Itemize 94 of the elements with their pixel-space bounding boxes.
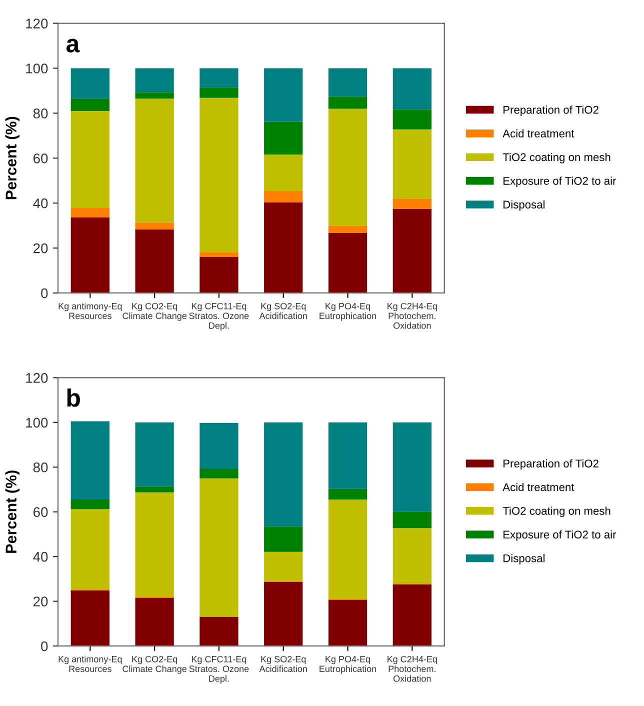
bar xyxy=(135,598,174,646)
legend-label: Exposure of TiO2 to air xyxy=(504,530,616,541)
bar xyxy=(328,96,368,109)
bar xyxy=(328,422,368,489)
bar xyxy=(328,226,368,233)
bar xyxy=(70,509,110,590)
bar xyxy=(200,422,238,468)
y-tick-label: 120 xyxy=(26,18,48,28)
bar xyxy=(135,68,174,92)
bar xyxy=(70,208,110,218)
x-tick-label: Kg CO2-Eq Climate Change xyxy=(122,656,187,674)
x-tick-label: Kg antimony-Eq Resources xyxy=(58,656,122,672)
x-tick-label: Kg CFC11-Eq Stratos. Ozone Depl. xyxy=(189,302,249,331)
bar xyxy=(200,252,238,258)
bar xyxy=(200,616,238,646)
x-tick-label: Kg SO2-Eq Acidification xyxy=(259,302,307,320)
annotation: a xyxy=(66,38,80,52)
bar xyxy=(392,109,432,130)
legend-label: Disposal xyxy=(504,554,544,564)
bar xyxy=(264,202,303,293)
y-tick-label: 60 xyxy=(33,507,48,518)
bar xyxy=(392,129,432,199)
legend-label: Preparation of TiO2 xyxy=(504,459,598,470)
bar xyxy=(328,68,368,96)
bar xyxy=(392,528,432,584)
y-tick-label: 100 xyxy=(26,64,48,74)
bar xyxy=(200,68,238,88)
bar xyxy=(328,108,368,226)
legend-label: Disposal xyxy=(504,200,544,211)
y-tick-label: 100 xyxy=(26,418,48,428)
bar xyxy=(392,68,432,110)
legend-label: Acid treatment xyxy=(502,482,574,492)
x-tick-label: Kg PO4-Eq Eutrophication xyxy=(320,302,376,321)
bar xyxy=(70,110,110,208)
bar xyxy=(135,229,174,293)
bar xyxy=(264,122,303,155)
bar xyxy=(264,582,303,646)
bar xyxy=(392,512,432,528)
bar xyxy=(328,488,368,500)
bar xyxy=(200,468,238,478)
bar xyxy=(70,421,110,500)
x-tick-label: Kg CFC11-Eq Stratos. Ozone Depl. xyxy=(189,656,249,684)
annotation: b xyxy=(67,388,80,407)
bar xyxy=(200,87,238,98)
x-tick-label: Kg antimony-Eq Resources xyxy=(58,302,122,320)
bar xyxy=(200,478,238,617)
bar xyxy=(135,222,174,230)
bar xyxy=(328,232,368,293)
y-tick-label: 0 xyxy=(41,641,48,652)
bar xyxy=(328,600,368,646)
y-tick-label: 40 xyxy=(33,198,48,208)
bar xyxy=(70,500,110,510)
y-tick-label: 60 xyxy=(33,153,48,164)
bar xyxy=(135,492,174,598)
bar xyxy=(135,98,174,222)
bar xyxy=(392,584,432,646)
bar xyxy=(135,422,174,487)
y-tick-label: 80 xyxy=(33,108,48,118)
bar xyxy=(264,154,303,191)
y-tick-label: 120 xyxy=(26,373,48,383)
x-tick-label: Kg PO4-Eq Eutrophication xyxy=(320,656,376,674)
x-tick-label: Kg C2H4-Eq Photochem. Oxidation xyxy=(388,302,437,329)
bar xyxy=(200,257,238,293)
bar xyxy=(135,486,174,492)
y-tick-label: 80 xyxy=(33,462,48,472)
y-tick-label: 0 xyxy=(41,288,48,298)
bar xyxy=(264,190,303,202)
y-tick-label: 40 xyxy=(33,552,48,562)
bar xyxy=(392,422,432,512)
x-tick-label: Kg CO2-Eq Climate Change xyxy=(122,302,187,321)
x-tick-label: Kg SO2-Eq Acidification xyxy=(259,656,307,672)
legend-label: Preparation of TiO2 xyxy=(504,106,598,116)
y-axis-title: Percent (%) xyxy=(5,470,20,553)
bar xyxy=(264,526,303,552)
legend-label: TiO2 coating on mesh xyxy=(502,506,610,518)
bar xyxy=(264,68,303,122)
bar xyxy=(392,198,432,209)
bar xyxy=(264,422,303,526)
bar xyxy=(392,208,432,293)
y-tick-label: 20 xyxy=(33,596,48,606)
bar xyxy=(264,552,303,582)
x-tick-label: Kg C2H4-Eq Photochem. Oxidation xyxy=(388,656,437,682)
legend-label: Acid treatment xyxy=(502,129,574,138)
legend-label: Exposure of TiO2 to air xyxy=(504,176,616,188)
bar xyxy=(70,217,110,293)
bar xyxy=(70,98,110,111)
legend-label: TiO2 coating on mesh xyxy=(502,152,610,164)
bar xyxy=(70,68,110,99)
bar xyxy=(70,590,110,646)
bar xyxy=(328,500,368,600)
bar xyxy=(200,98,238,252)
bar xyxy=(135,92,174,99)
y-tick-label: 20 xyxy=(33,243,48,254)
y-axis-title: Percent (%) xyxy=(5,116,20,200)
